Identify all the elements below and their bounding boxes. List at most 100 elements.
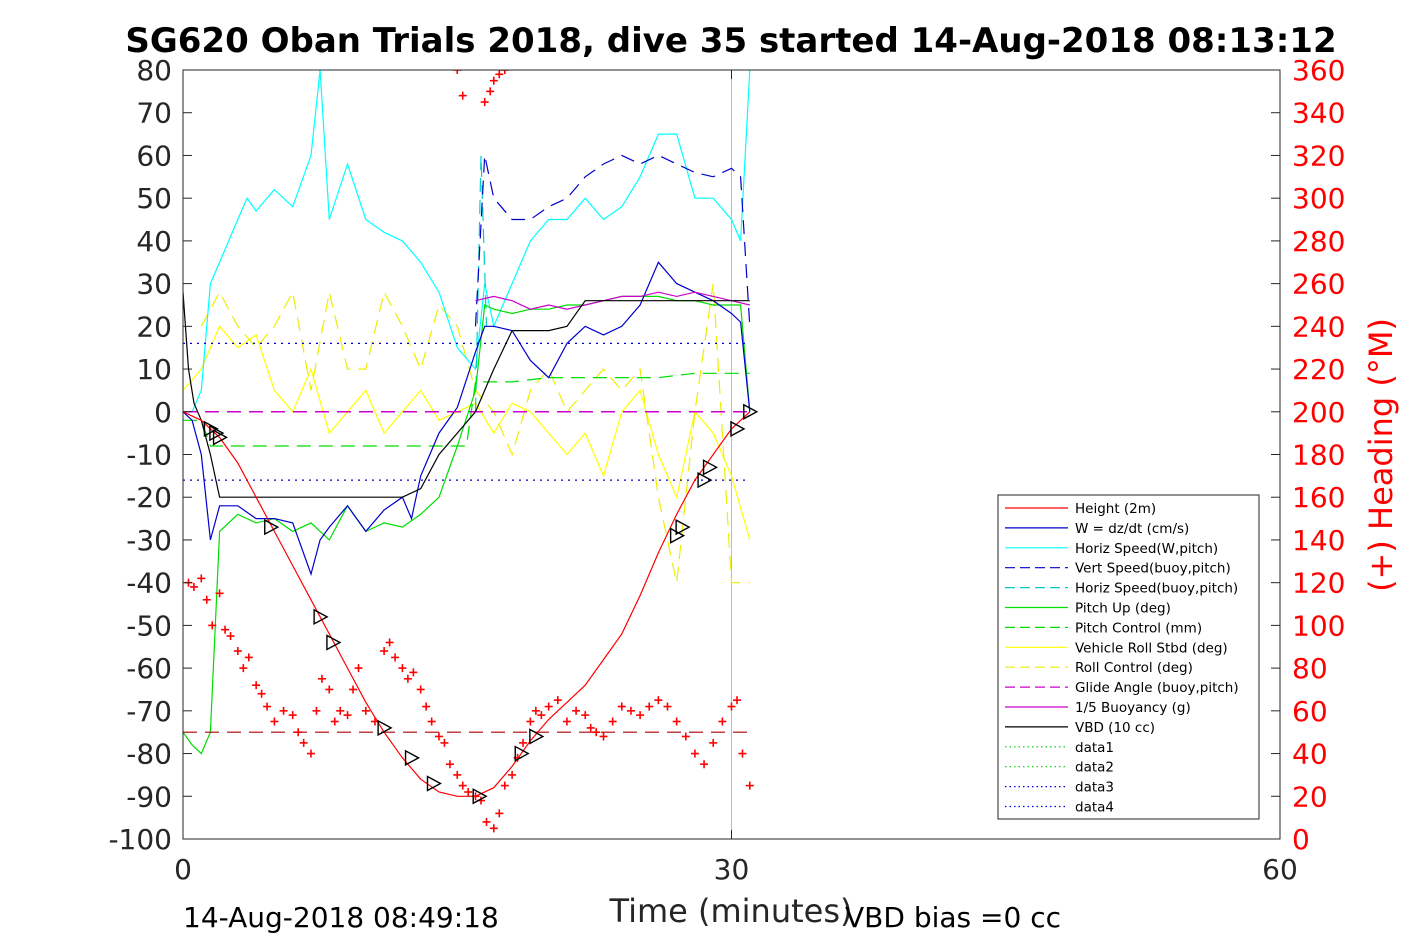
heading-point — [495, 70, 504, 79]
series-line-pitch-control — [183, 372, 750, 447]
series-layer — [183, 70, 751, 839]
right-axis: 3603403203002802602402202001801601401201… — [1292, 54, 1345, 856]
heading-point — [239, 664, 248, 673]
right-tick-label: 140 — [1292, 524, 1345, 557]
series-line-vert-speed-buoy — [474, 154, 751, 327]
legend-label: Horiz Speed(buoy,pitch) — [1075, 581, 1238, 597]
sample-triangle-marker — [313, 608, 329, 626]
right-tick-label: 160 — [1292, 481, 1345, 514]
right-tick-label: 240 — [1292, 310, 1345, 343]
heading-point — [403, 674, 412, 683]
legend: Height (2m) W = dz/dt (cm/s) Horiz Speed(W… — [997, 494, 1260, 820]
heading-point — [279, 706, 288, 715]
right-tick-label: 80 — [1292, 652, 1328, 685]
heading-point — [208, 621, 217, 630]
heading-point — [592, 728, 601, 737]
sample-triangle-marker — [669, 527, 686, 544]
left-tick-label: -30 — [126, 524, 172, 557]
legend-label: Height (2m) — [1075, 501, 1156, 517]
right-tick-label: 20 — [1292, 780, 1328, 813]
sample-triangle-marker — [212, 429, 229, 446]
left-tick-label: 0 — [154, 396, 172, 429]
heading-point — [189, 582, 198, 591]
heading-point — [422, 702, 431, 711]
legend-label: data3 — [1075, 780, 1114, 796]
heading-point — [537, 711, 546, 720]
legend-label: Vehicle Roll Stbd (deg) — [1075, 640, 1228, 656]
heading-point — [317, 674, 326, 683]
left-tick-label: -60 — [126, 652, 172, 685]
left-tick-label: 10 — [136, 353, 172, 386]
heading-point — [453, 70, 462, 74]
heading-point — [500, 70, 509, 74]
bottom-tick-label: 60 — [1262, 853, 1298, 886]
right-tick-label: 200 — [1292, 396, 1345, 429]
heading-point — [458, 781, 467, 790]
left-tick-label: -10 — [126, 439, 172, 472]
left-tick-label: -70 — [126, 695, 172, 728]
left-tick-label: -20 — [126, 481, 172, 514]
right-tick-label: 340 — [1292, 97, 1345, 130]
legend-label: data1 — [1075, 740, 1114, 756]
right-tick-label: 0 — [1292, 823, 1310, 856]
heading-point — [526, 717, 535, 726]
legend-label: Glide Angle (buoy,pitch) — [1075, 680, 1239, 696]
heading-point — [252, 681, 261, 690]
heading-point — [336, 706, 345, 715]
legend-label: 1/5 Buoyancy (g) — [1075, 700, 1191, 716]
heading-point — [226, 632, 235, 641]
legend-label: Pitch Control (mm) — [1075, 620, 1202, 636]
heading-point — [727, 702, 736, 711]
chart-title: SG620 Oban Trials 2018, dive 35 started … — [125, 21, 1336, 61]
left-tick-label: 70 — [136, 97, 172, 130]
heading-point — [508, 770, 517, 779]
heading-point — [626, 706, 635, 715]
heading-point — [482, 817, 491, 826]
bottom-tick-label: 0 — [174, 853, 192, 886]
legend-label: Roll Control (deg) — [1075, 660, 1193, 676]
legend-label: data4 — [1075, 800, 1114, 816]
left-axis: 80 70 60 50 40 30 20 10 0 -10 -20 -30 -40 -50 -60 -70 -8… — [108, 54, 1280, 856]
heading-point — [745, 781, 754, 790]
heading-point — [562, 717, 571, 726]
heading-point — [427, 717, 436, 726]
heading-point — [581, 711, 590, 720]
heading-point — [586, 723, 595, 732]
sample-triangle-marker — [209, 424, 225, 442]
left-tick-label: 80 — [136, 54, 172, 87]
heading-point — [391, 653, 400, 662]
footer-vbd-bias: VBD bias =0 cc — [845, 901, 1061, 934]
heading-point — [572, 706, 581, 715]
heading-point — [233, 647, 242, 656]
right-tick-label: 280 — [1292, 225, 1345, 258]
heading-point — [599, 732, 608, 741]
right-tick-label: 220 — [1292, 353, 1345, 386]
legend-label: W = dz/dt (cm/s) — [1075, 521, 1189, 537]
heading-point — [519, 738, 528, 747]
sample-triangle-marker — [326, 634, 342, 651]
sample-triangle-marker — [743, 403, 759, 420]
right-tick-label: 360 — [1292, 54, 1345, 87]
right-tick-label: 320 — [1292, 139, 1345, 172]
right-tick-label: 120 — [1292, 567, 1345, 600]
legend-box — [997, 494, 1260, 820]
heading-point — [244, 653, 253, 662]
heading-point — [349, 685, 358, 694]
heading-point — [690, 749, 699, 758]
right-tick-label: 40 — [1292, 738, 1328, 771]
heading-point — [306, 749, 315, 758]
bottom-axis: 0 30 60 — [174, 70, 1298, 886]
heading-point — [409, 668, 418, 677]
heading-point — [434, 732, 443, 741]
sample-triangle-marker — [529, 728, 545, 745]
right-tick-label: 100 — [1292, 609, 1345, 642]
left-tick-label: -90 — [126, 780, 172, 813]
heading-point — [453, 770, 462, 779]
heading-point — [486, 87, 495, 96]
heading-point — [398, 664, 407, 673]
legend-label: Horiz Speed(W,pitch) — [1075, 541, 1218, 557]
left-tick-label: 40 — [136, 225, 172, 258]
series-line-w — [183, 261, 751, 577]
heading-point — [718, 717, 727, 726]
